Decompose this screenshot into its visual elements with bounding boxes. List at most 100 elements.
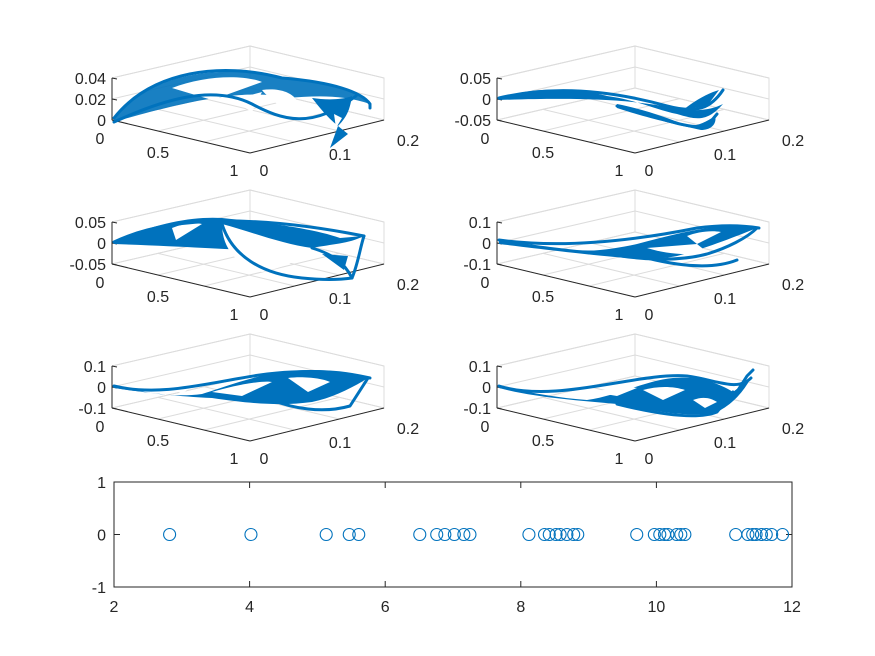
scatter-point bbox=[430, 527, 444, 542]
y-tick-label: 0.1 bbox=[329, 435, 351, 452]
surface-patch bbox=[683, 90, 719, 110]
y-tick-label: 0.2 bbox=[782, 277, 804, 294]
y-tick-label: 0.2 bbox=[782, 133, 804, 150]
x-tick-label: 0.5 bbox=[147, 145, 169, 162]
scatter-point bbox=[749, 527, 763, 542]
floor-gridline bbox=[542, 108, 680, 143]
surface-hole bbox=[643, 387, 685, 400]
surface-patch bbox=[499, 377, 751, 415]
surface-edge bbox=[615, 104, 719, 129]
surface-edge bbox=[731, 368, 755, 400]
z-tick-label: 0.05 bbox=[460, 71, 491, 88]
surface-patch bbox=[322, 254, 348, 270]
x-tick-label: 4 bbox=[245, 599, 254, 616]
scatter-point bbox=[661, 527, 675, 542]
scatter-point bbox=[775, 527, 790, 542]
wall-gridline bbox=[111, 45, 251, 79]
x-tick-label: 1 bbox=[615, 307, 624, 324]
surface-edge bbox=[497, 88, 725, 111]
surface-edge bbox=[270, 376, 370, 412]
z-tick-mark bbox=[111, 365, 118, 368]
x-axis-line bbox=[496, 119, 636, 154]
scatter-point bbox=[319, 527, 333, 542]
wall-gridline bbox=[249, 45, 385, 79]
scatter-point bbox=[457, 527, 471, 542]
wall-gridline bbox=[496, 333, 636, 367]
x-tick-label: 0.5 bbox=[532, 145, 554, 162]
surface-edge bbox=[112, 219, 366, 244]
z-tick-label: -0.05 bbox=[455, 113, 492, 130]
x-tick-label: 0.5 bbox=[532, 289, 554, 306]
x-tick-label: 1 bbox=[230, 451, 239, 468]
wall-gridline bbox=[496, 45, 636, 79]
x-axis-line bbox=[496, 407, 636, 442]
surface-edge bbox=[220, 222, 354, 281]
wall-gridline bbox=[111, 189, 251, 223]
scatter-point bbox=[653, 527, 667, 542]
y-axis-line bbox=[634, 119, 770, 154]
floor-gridline bbox=[542, 396, 680, 431]
y-tick-label: 0 bbox=[260, 451, 269, 468]
x-axis-line bbox=[111, 119, 251, 154]
y-tick-label: 0 bbox=[645, 451, 654, 468]
y-tick-label: 0.1 bbox=[714, 147, 736, 164]
surface-panel-6: 0.10-0.100.51 00.10.2 bbox=[463, 333, 804, 468]
wall-gridline bbox=[249, 189, 385, 223]
z-tick-mark bbox=[496, 77, 503, 80]
x-axis-line bbox=[111, 407, 251, 442]
floor-gridline bbox=[157, 396, 295, 431]
floor-gridline bbox=[203, 108, 340, 143]
y-tick-label: -1 bbox=[92, 580, 106, 597]
y-tick-label: 0.1 bbox=[714, 291, 736, 308]
wall-gridline bbox=[496, 189, 636, 223]
x-tick-label: 8 bbox=[516, 599, 525, 616]
surface-mesh bbox=[112, 217, 366, 281]
scatter-point bbox=[746, 527, 760, 542]
x-tick-label: 0 bbox=[96, 419, 105, 436]
wall-gridline bbox=[634, 333, 770, 367]
y-axis-line bbox=[634, 263, 770, 298]
x-tick-label: 0.5 bbox=[147, 433, 169, 450]
scatter-point bbox=[549, 527, 563, 542]
x-tick-label: 10 bbox=[648, 599, 666, 616]
y-axis-line bbox=[249, 119, 385, 154]
surface-hole bbox=[593, 387, 637, 396]
x-tick-label: 0.5 bbox=[532, 433, 554, 450]
z-tick-label: -0.1 bbox=[463, 257, 491, 274]
x-tick-label: 0 bbox=[481, 275, 490, 292]
surface-mesh bbox=[497, 224, 761, 268]
z-tick-mark bbox=[111, 98, 118, 101]
scatter-point bbox=[244, 527, 258, 542]
y-tick-label: 0.2 bbox=[397, 133, 419, 150]
scatter-point bbox=[163, 527, 177, 542]
surface-hole bbox=[172, 77, 262, 100]
scatter-point bbox=[759, 527, 773, 542]
x-tick-label: 12 bbox=[783, 599, 801, 616]
z-tick-label: 0 bbox=[97, 113, 106, 130]
wall-gridline bbox=[496, 210, 636, 244]
surface-hole bbox=[172, 223, 202, 240]
y-tick-label: 0.1 bbox=[329, 291, 351, 308]
y-tick-label: 0.2 bbox=[397, 277, 419, 294]
x-tick-label: 1 bbox=[615, 451, 624, 468]
z-tick-label: 0.04 bbox=[75, 71, 106, 88]
surface-patch bbox=[499, 89, 723, 119]
floor-gridline bbox=[203, 396, 340, 431]
scatter-point bbox=[674, 527, 688, 542]
surface-hole bbox=[262, 89, 299, 118]
z-tick-label: 0 bbox=[482, 236, 491, 253]
z-tick-mark bbox=[496, 221, 503, 224]
x-tick-label: 1 bbox=[615, 163, 624, 180]
surface-edge bbox=[595, 226, 759, 261]
z-tick-mark bbox=[111, 263, 118, 266]
scatter-point bbox=[567, 527, 581, 542]
z-tick-label: 0 bbox=[482, 380, 491, 397]
y-tick-label: 0.2 bbox=[782, 421, 804, 438]
y-tick-label: 1 bbox=[97, 475, 106, 492]
wall-gridline bbox=[496, 354, 636, 388]
y-axis-line bbox=[634, 407, 770, 442]
